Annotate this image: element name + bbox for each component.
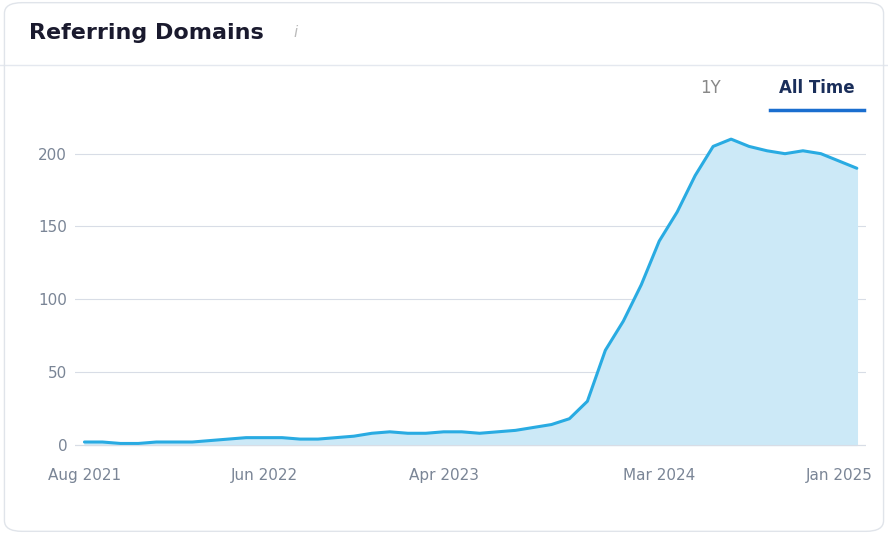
Text: All Time: All Time [779,78,855,97]
Text: i: i [293,25,297,40]
Text: Referring Domains: Referring Domains [29,22,264,43]
Text: 1Y: 1Y [700,78,721,97]
